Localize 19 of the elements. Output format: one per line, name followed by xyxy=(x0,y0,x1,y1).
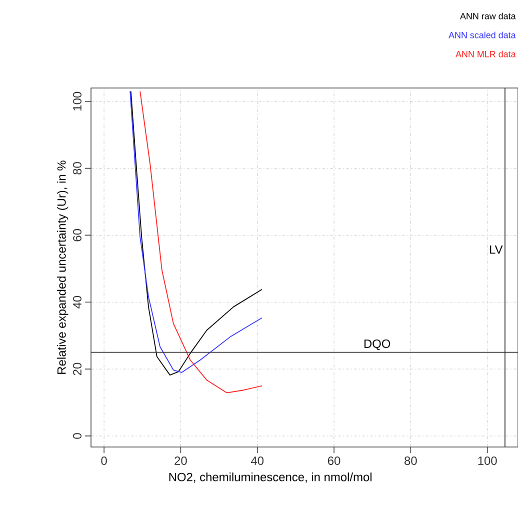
y-tick-label: 0 xyxy=(73,433,82,439)
x-tick-label: 0 xyxy=(101,456,107,465)
text: ANN MLR data xyxy=(456,50,516,58)
y-axis-title: Relative expanded uncertainty (Ur), in % xyxy=(57,160,68,374)
text: ANN scaled data xyxy=(448,32,516,38)
x-tick-label: 80 xyxy=(404,456,417,465)
x-axis-title: NO2, chemiluminescence, in nmol/mol xyxy=(169,472,372,483)
y-tick-label: 80 xyxy=(73,162,82,174)
x-tick-label: 60 xyxy=(328,456,340,465)
y-tick-label: 40 xyxy=(73,296,82,308)
y-tick-label: 100 xyxy=(73,92,82,110)
y-tick-label: 60 xyxy=(73,229,82,242)
text: ANN raw data xyxy=(460,12,516,20)
x-tick-label: 40 xyxy=(250,456,264,465)
y-tick-label: 20 xyxy=(73,362,82,376)
ref-line-label: DQO xyxy=(364,340,390,350)
x-tick-label: 20 xyxy=(174,456,187,465)
ref-line-label: LV xyxy=(490,245,503,254)
x-tick-label: 100 xyxy=(478,456,497,465)
